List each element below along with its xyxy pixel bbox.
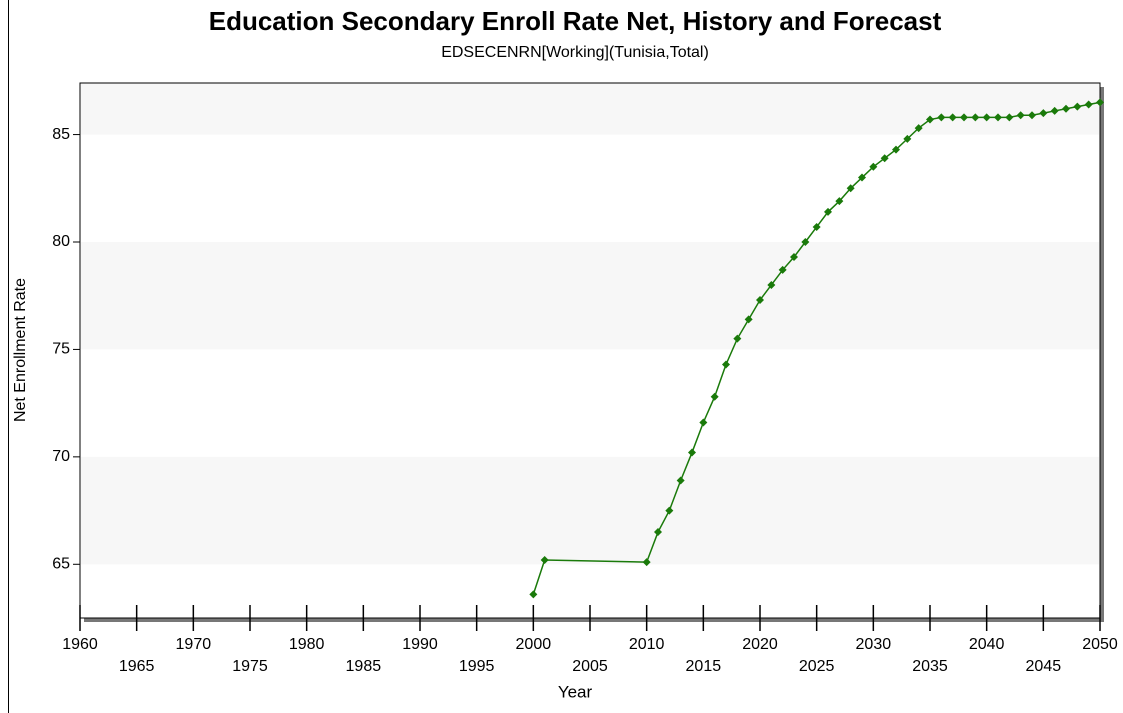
x-tick-label: 1965 — [119, 658, 155, 675]
y-tick-label: 75 — [52, 341, 70, 358]
y-tick-label: 85 — [52, 126, 70, 143]
data-point — [903, 134, 912, 143]
x-tick-label: 1980 — [289, 636, 325, 653]
grid-band — [81, 456, 1099, 565]
data-point — [744, 315, 753, 324]
x-tick-label: 1970 — [176, 636, 212, 653]
data-point — [676, 476, 685, 485]
x-tick-label: 1975 — [232, 658, 268, 675]
x-tick-label: 1990 — [402, 636, 438, 653]
data-point — [733, 334, 742, 343]
x-tick-label: 1995 — [459, 658, 495, 675]
data-point — [948, 113, 957, 122]
data-point — [722, 360, 730, 369]
x-tick-label: 2020 — [742, 636, 778, 653]
data-point — [699, 418, 708, 427]
x-tick-label: 2050 — [1082, 636, 1118, 653]
x-tick-label: 1985 — [346, 658, 382, 675]
data-point — [880, 154, 889, 163]
x-tick-label: 2005 — [572, 658, 608, 675]
data-point — [688, 448, 696, 457]
data-point — [642, 558, 651, 567]
chart-subtitle: EDSECENRN[Working](Tunisia,Total) — [441, 44, 709, 61]
data-point — [1050, 106, 1059, 115]
data-point — [654, 528, 662, 537]
x-tick-label: 2040 — [969, 636, 1005, 653]
data-point — [1016, 111, 1025, 120]
x-axis-label: Year — [558, 682, 593, 701]
data-point — [778, 265, 787, 274]
grid-band — [81, 83, 1099, 135]
data-point — [926, 115, 934, 124]
y-tick-label: 70 — [52, 448, 70, 465]
data-point — [529, 590, 538, 599]
data-point — [540, 555, 549, 564]
data-point — [937, 113, 946, 122]
data-point — [790, 253, 798, 262]
data-point — [1028, 111, 1036, 120]
x-tick-label: 2015 — [686, 658, 722, 675]
data-point — [1096, 98, 1104, 107]
x-tick-label: 2035 — [912, 658, 948, 675]
data-point — [994, 113, 1002, 122]
x-tick-label: 2045 — [1026, 658, 1062, 675]
x-tick-label: 2025 — [799, 658, 835, 675]
y-axis-label: Net Enrollment Rate — [12, 278, 29, 422]
data-point — [846, 184, 855, 193]
data-point — [1062, 104, 1070, 113]
data-point — [1005, 113, 1014, 122]
data-point — [971, 113, 980, 122]
data-point — [914, 124, 923, 133]
data-point — [982, 113, 991, 122]
data-point — [960, 113, 968, 122]
data-point — [892, 145, 900, 154]
data-point — [858, 173, 866, 182]
data-point — [1039, 109, 1048, 118]
data-point — [756, 296, 764, 305]
chart-title: Education Secondary Enroll Rate Net, His… — [209, 6, 942, 36]
data-point — [869, 162, 878, 171]
y-tick-label: 80 — [52, 233, 70, 250]
y-tick-label: 65 — [52, 556, 70, 573]
data-point — [767, 280, 776, 289]
data-point — [801, 237, 810, 246]
data-point — [1084, 100, 1093, 109]
x-tick-label: 2000 — [516, 636, 552, 653]
x-tick-label: 1960 — [62, 636, 98, 653]
data-point — [665, 506, 674, 515]
data-point — [1073, 102, 1082, 111]
x-tick-label: 2010 — [629, 636, 665, 653]
data-point — [835, 197, 844, 206]
data-point — [812, 222, 821, 231]
x-tick-label: 2030 — [856, 636, 892, 653]
data-point — [710, 392, 719, 401]
grid-band — [81, 241, 1099, 350]
data-point — [824, 207, 832, 216]
